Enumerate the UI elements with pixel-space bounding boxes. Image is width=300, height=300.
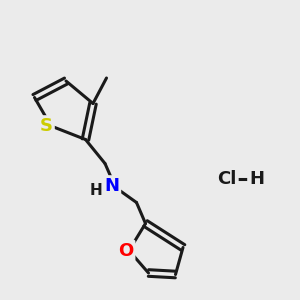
Text: O: O <box>118 242 134 260</box>
Text: H: H <box>249 169 264 188</box>
Text: Cl: Cl <box>218 169 237 188</box>
Text: S: S <box>40 117 53 135</box>
Text: H: H <box>90 183 102 198</box>
Text: N: N <box>104 177 119 195</box>
